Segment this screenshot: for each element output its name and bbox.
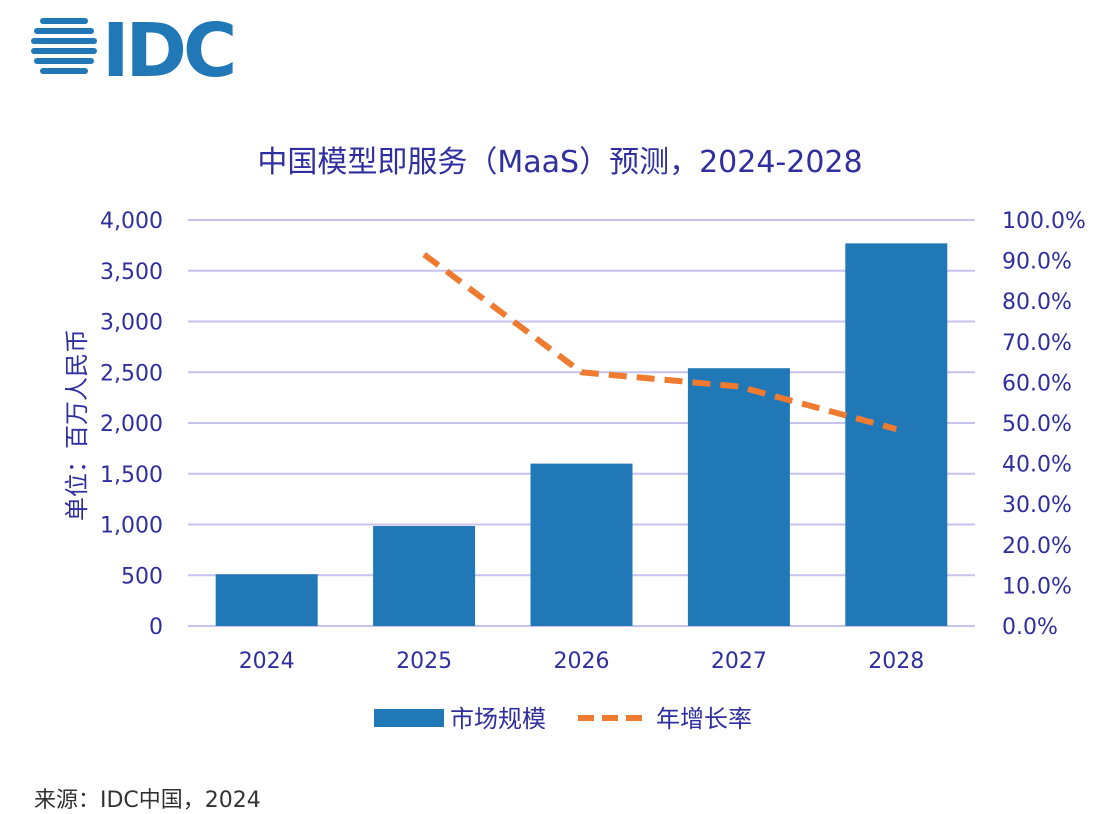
bar-2024 [215,574,318,626]
bar-2027 [687,368,790,626]
legend-label-market-size: 市场规模 [450,705,546,733]
x-tick-label: 2026 [554,649,610,674]
y2-tick-label: 70.0% [1002,331,1072,356]
y-axis-label: 单位：百万人民币 [63,329,91,521]
bar-2025 [373,526,476,626]
y2-tick-label: 100.0% [1002,209,1086,234]
y2-tick-label: 80.0% [1002,290,1072,315]
chart-title: 中国模型即服务（MaaS）预测，2024-2028 [257,145,862,180]
bar-2026 [530,463,633,626]
bar-2028 [845,243,948,626]
x-tick-label: 2028 [868,649,924,674]
y-tick-label: 2,000 [100,412,163,437]
left-axis-ticks: 0 500 1,000 1,500 2,000 2,500 3,000 3,500 4,000 [100,209,163,640]
legend: 市场规模 年增长率 [374,705,752,733]
right-axis-ticks: 0.0% 10.0% 20.0% 30.0% 40.0% 50.0% 60.0% 70.0% 8… [1002,209,1086,640]
x-tick-label: 2025 [396,649,452,674]
source-note: 来源：IDC中国，2024 [34,788,261,813]
x-tick-label: 2024 [239,649,295,674]
y-tick-label: 1,500 [100,463,163,488]
idc-logo-text: IDC [102,10,233,82]
idc-logo: IDC [31,10,237,82]
legend-label-growth-rate: 年增长率 [656,705,752,733]
y2-tick-label: 10.0% [1002,574,1072,599]
globe-icon [31,18,97,74]
y2-tick-label: 90.0% [1002,250,1072,275]
y-tick-label: 2,500 [100,361,163,386]
y2-tick-label: 50.0% [1002,412,1072,437]
y-tick-label: 3,500 [100,260,163,285]
y-tick-label: 1,000 [100,514,163,539]
y2-tick-label: 0.0% [1002,615,1058,640]
y2-tick-label: 40.0% [1002,453,1072,478]
bars [215,243,948,626]
y-tick-label: 3,000 [100,311,163,336]
y2-tick-label: 30.0% [1002,493,1072,518]
legend-swatch-market-size [374,709,444,727]
y-tick-label: 0 [149,615,163,640]
x-axis-ticks: 2024 2025 2026 2027 2028 [239,649,925,674]
y2-tick-label: 60.0% [1002,371,1072,396]
x-tick-label: 2027 [711,649,767,674]
y2-tick-label: 20.0% [1002,534,1072,559]
growth-rate-line [422,252,898,432]
y-tick-label: 500 [121,564,163,589]
y-tick-label: 4,000 [100,209,163,234]
